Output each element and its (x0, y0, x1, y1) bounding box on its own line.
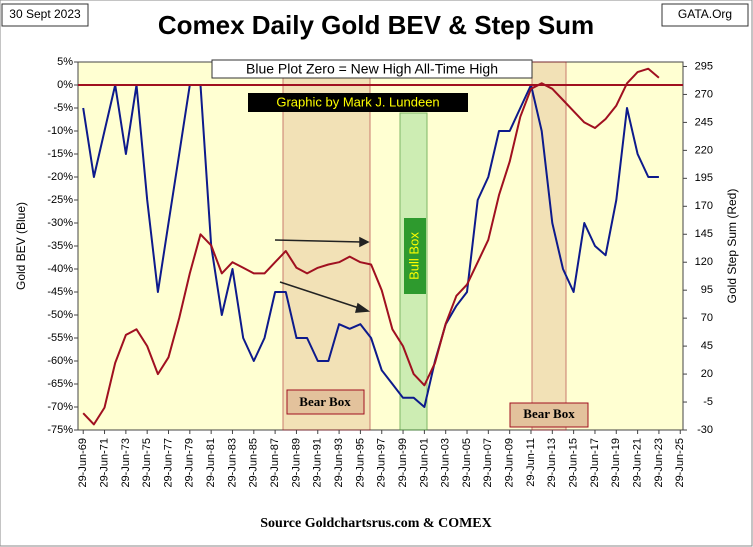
date-label: 30 Sept 2023 (9, 7, 81, 21)
y-tick-label: -20% (47, 171, 73, 183)
x-tick-label: 29-Jun-69 (77, 438, 89, 488)
x-tick-label: 29-Jun-05 (461, 438, 473, 488)
x-tick-label: 29-Jun-81 (205, 438, 217, 488)
x-tick-label: 29-Jun-83 (226, 438, 238, 488)
y2-tick-label: -5 (703, 396, 713, 408)
x-tick-label: 29-Jun-13 (546, 438, 558, 488)
y2-tick-label: 270 (695, 88, 713, 100)
source-tag: GATA.Org (678, 7, 732, 21)
y-tick-label: -70% (47, 401, 73, 413)
y-tick-label: -50% (47, 309, 73, 321)
x-tick-label: 29-Jun-09 (504, 438, 516, 488)
box-label: Bear Box (299, 394, 351, 409)
box-label: Bear Box (523, 406, 575, 421)
x-tick-label: 29-Jun-89 (290, 438, 302, 488)
x-tick-label: 29-Jun-11 (525, 438, 537, 487)
x-tick-label: 29-Jun-07 (482, 438, 494, 488)
note-box (211, 59, 533, 79)
y-tick-label: 5% (57, 56, 73, 68)
y-tick-label: -55% (47, 332, 73, 344)
x-tick-label: 29-Jun-25 (674, 438, 686, 488)
y2-tick-label: 20 (701, 368, 713, 380)
y-tick-label: -35% (47, 240, 73, 252)
x-tick-label: 29-Jun-85 (248, 438, 260, 488)
y2-tick-label: 120 (695, 256, 713, 268)
y-tick-label: -30% (47, 217, 73, 229)
source: Source Goldchartsrus.com & COMEX (260, 516, 492, 531)
arrow-head (359, 236, 370, 248)
x-tick-label: 29-Jun-79 (184, 438, 196, 488)
label-box (286, 389, 365, 415)
y2-tick-label: 145 (695, 228, 713, 240)
x-tick-label: 29-Jun-23 (653, 438, 665, 488)
date-box (1, 3, 89, 27)
y2-tick-label: 220 (695, 144, 713, 156)
x-tick-label: 29-Jun-77 (162, 438, 174, 488)
tag-box (661, 3, 749, 27)
y-tick-label: 0% (57, 79, 73, 91)
x-tick-label: 29-Jun-03 (440, 438, 452, 488)
arrow (274, 239, 363, 243)
x-tick-label: 29-Jun-21 (632, 438, 644, 488)
box-label: Bull Box (406, 232, 421, 280)
y-tick-label: -10% (47, 125, 73, 137)
plot-area (77, 61, 684, 431)
y2-tick-label: -30 (697, 424, 713, 436)
x-tick-label: 29-Jun-17 (589, 438, 601, 488)
y-tick-label: -40% (47, 263, 73, 275)
credit-box (248, 93, 468, 112)
x-tick-label: 29-Jun-73 (120, 438, 132, 488)
label-box (404, 218, 426, 294)
chart-title: Comex Daily Gold BEV & Step Sum (158, 10, 594, 40)
series-line (82, 84, 659, 408)
x-tick-label: 29-Jun-95 (354, 438, 366, 488)
y2-tick-label: 70 (701, 312, 713, 324)
y-tick-label: -65% (47, 378, 73, 390)
y2-tick-label: 45 (701, 340, 713, 352)
y-tick-label: -25% (47, 194, 73, 206)
y2-tick-label: 170 (695, 200, 713, 212)
y-tick-label: -60% (47, 355, 73, 367)
y2-tick-label: 295 (695, 60, 713, 72)
x-tick-label: 29-Jun-71 (98, 438, 110, 488)
y-axis-label: Gold BEV (Blue) (14, 202, 28, 290)
bear-box (531, 61, 567, 431)
arrow-head (355, 302, 371, 313)
series-line (82, 67, 660, 426)
y-tick-label: -45% (47, 286, 73, 298)
y-tick-label: -15% (47, 148, 73, 160)
y2-tick-label: 195 (695, 172, 713, 184)
note: Blue Plot Zero = New High All-Time High (246, 61, 498, 77)
x-tick-label: 29-Jun-93 (333, 438, 345, 488)
y-tick-label: -5% (53, 102, 73, 114)
y-tick-label: -75% (47, 424, 73, 436)
y2-tick-label: 245 (695, 116, 713, 128)
x-tick-label: 29-Jun-91 (312, 438, 324, 488)
arrow (279, 281, 363, 310)
x-tick-label: 29-Jun-87 (269, 438, 281, 488)
x-tick-label: 29-Jun-97 (376, 438, 388, 488)
y2-tick-label: 95 (701, 284, 713, 296)
x-tick-label: 29-Jun-15 (568, 438, 580, 488)
x-tick-label: 29-Jun-19 (610, 438, 622, 488)
x-tick-label: 29-Jun-01 (418, 438, 430, 488)
y2-axis-label: Gold Step Sum (Red) (725, 189, 739, 304)
arrows (274, 236, 371, 313)
x-tick-label: 29-Jun-75 (141, 438, 153, 488)
x-tick-label: 29-Jun-99 (397, 438, 409, 488)
credit: Graphic by Mark J. Lundeen (276, 94, 439, 109)
bear-box (282, 61, 371, 431)
label-box (509, 402, 589, 428)
